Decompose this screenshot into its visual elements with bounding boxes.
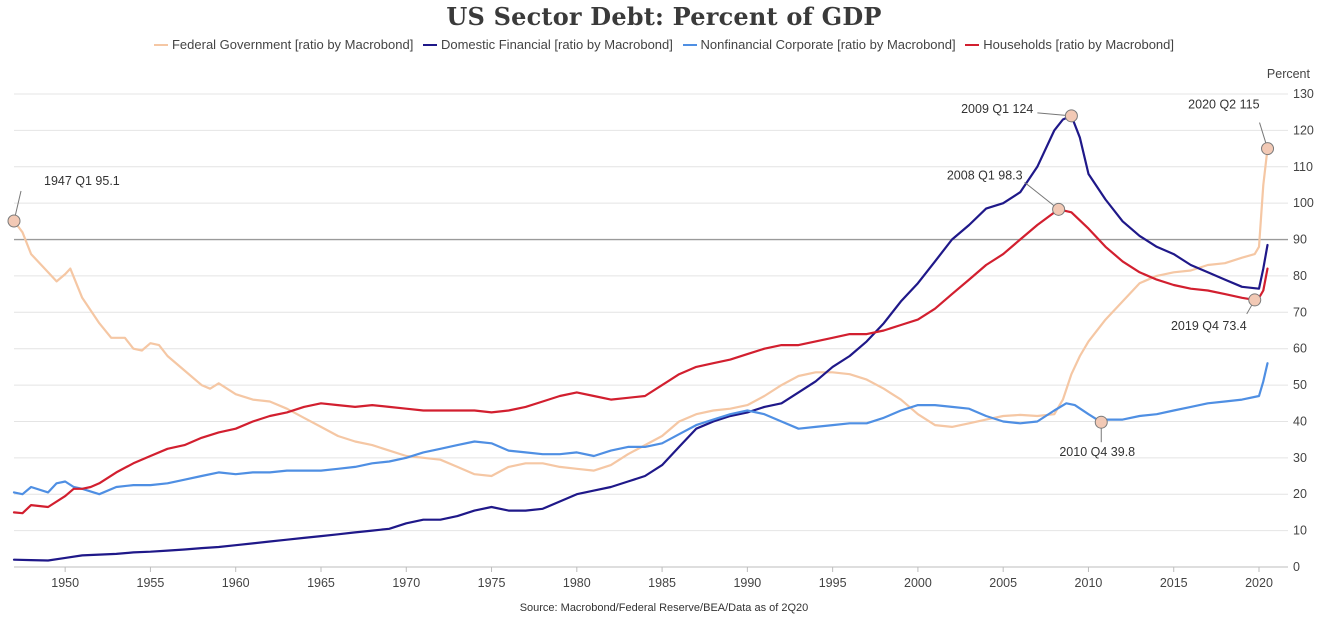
annotation-label-2019-q4-73-4: 2019 Q4 73.4	[1171, 319, 1247, 333]
annotation-marker-2010-q4-39-8	[1094, 415, 1108, 429]
legend-swatch-domestic-financial	[422, 43, 437, 46]
chart-legend: Federal Government [ratio by Macrobond] …	[0, 37, 1328, 52]
x-tick-label-1955: 1955	[137, 576, 165, 590]
x-tick-label-1960: 1960	[222, 576, 250, 590]
y-tick-label-0: 0	[1293, 560, 1300, 574]
legend-swatch-federal	[153, 43, 168, 46]
legend-swatch-nonfinancial-corporate	[682, 43, 697, 46]
legend-label-federal: Federal Government [ratio by Macrobond]	[171, 37, 414, 52]
y-tick-label-30: 30	[1293, 451, 1307, 465]
axes: 0 10 20 30 40 50 60 70 80 90 100 110 120 130 Percent 19…	[14, 67, 1314, 590]
y-tick-label-10: 10	[1293, 524, 1307, 538]
x-tick-label-1990: 1990	[733, 576, 761, 590]
x-tick-label-1970: 1970	[392, 576, 420, 590]
annotation-label-2020-q2-115: 2020 Q2 115	[1188, 98, 1259, 112]
legend-label-domestic-financial: Domestic Financial [ratio by Macrobond]	[440, 37, 673, 52]
x-tick-label-1985: 1985	[648, 576, 676, 590]
x-tick-label-1980: 1980	[563, 576, 591, 590]
annotation-label-2010-q4-39-8: 2010 Q4 39.8	[1059, 445, 1135, 459]
x-tick-label-1975: 1975	[478, 576, 506, 590]
annotation-marker-1947-q1-95-1	[7, 214, 21, 228]
legend-swatch-households	[965, 43, 980, 46]
annotation-marker-2008-q1-98-3	[1052, 202, 1066, 216]
annotation-marker-2020-q2-115	[1261, 142, 1275, 156]
legend-item-federal[interactable]: Federal Government [ratio by Macrobond]	[153, 37, 414, 52]
annotation-leader-2008-q1-98-3	[1024, 181, 1059, 210]
y-tick-label-100: 100	[1293, 196, 1314, 210]
series-line-domestic-financial	[12, 114, 1269, 562]
y-tick-label-60: 60	[1293, 342, 1307, 356]
x-tick-label-2015: 2015	[1160, 576, 1188, 590]
series-line-federal-government	[12, 147, 1269, 478]
series-lines	[12, 114, 1269, 562]
x-tick-label-1995: 1995	[819, 576, 847, 590]
x-tick-label-2020: 2020	[1245, 576, 1273, 590]
y-tick-label-50: 50	[1293, 378, 1307, 392]
x-tick-label-1965: 1965	[307, 576, 335, 590]
annotation-label-2009-q1-124: 2009 Q1 124	[961, 102, 1033, 116]
y-tick-label-40: 40	[1293, 414, 1307, 428]
x-tick-label-2010: 2010	[1075, 576, 1103, 590]
series-line-nonfinancial-corporate	[12, 362, 1269, 496]
annotation-marker-2009-q1-124	[1064, 109, 1078, 123]
y-tick-label-120: 120	[1293, 123, 1314, 137]
annotation-label-2008-q1-98-3: 2008 Q1 98.3	[947, 168, 1023, 182]
annotations: 1947 Q1 95.1 2009 Q1 124 2008 Q1 98.3 2020 …	[7, 98, 1275, 459]
y-tick-label-110: 110	[1293, 160, 1313, 174]
x-tick-label-2005: 2005	[989, 576, 1017, 590]
y-tick-label-70: 70	[1293, 305, 1307, 319]
legend-item-households[interactable]: Households [ratio by Macrobond]	[965, 37, 1174, 52]
chart-title: US Sector Debt: Percent of GDP	[446, 2, 882, 31]
annotation-label-1947-q1-95-1: 1947 Q1 95.1	[44, 174, 120, 188]
legend-label-households: Households [ratio by Macrobond]	[983, 37, 1175, 52]
annotation-marker-2019-q4-73-4	[1248, 293, 1262, 307]
series-line-households	[12, 208, 1269, 515]
y-tick-label-90: 90	[1293, 233, 1307, 247]
x-tick-label-1950: 1950	[51, 576, 79, 590]
legend-item-nonfinancial-corporate[interactable]: Nonfinancial Corporate [ratio by Macrobo…	[682, 37, 956, 52]
y-tick-label-20: 20	[1293, 487, 1307, 501]
x-tick-label-2000: 2000	[904, 576, 932, 590]
y-tick-label-130: 130	[1293, 87, 1314, 101]
y-axis-label: Percent	[1267, 67, 1311, 81]
source-note: Source: Macrobond/Federal Reserve/BEA/Da…	[519, 602, 809, 614]
legend-item-domestic-financial[interactable]: Domestic Financial [ratio by Macrobond]	[422, 37, 673, 52]
legend-label-nonfinancial-corporate: Nonfinancial Corporate [ratio by Macrobo…	[700, 37, 956, 52]
y-tick-label-80: 80	[1293, 269, 1307, 283]
